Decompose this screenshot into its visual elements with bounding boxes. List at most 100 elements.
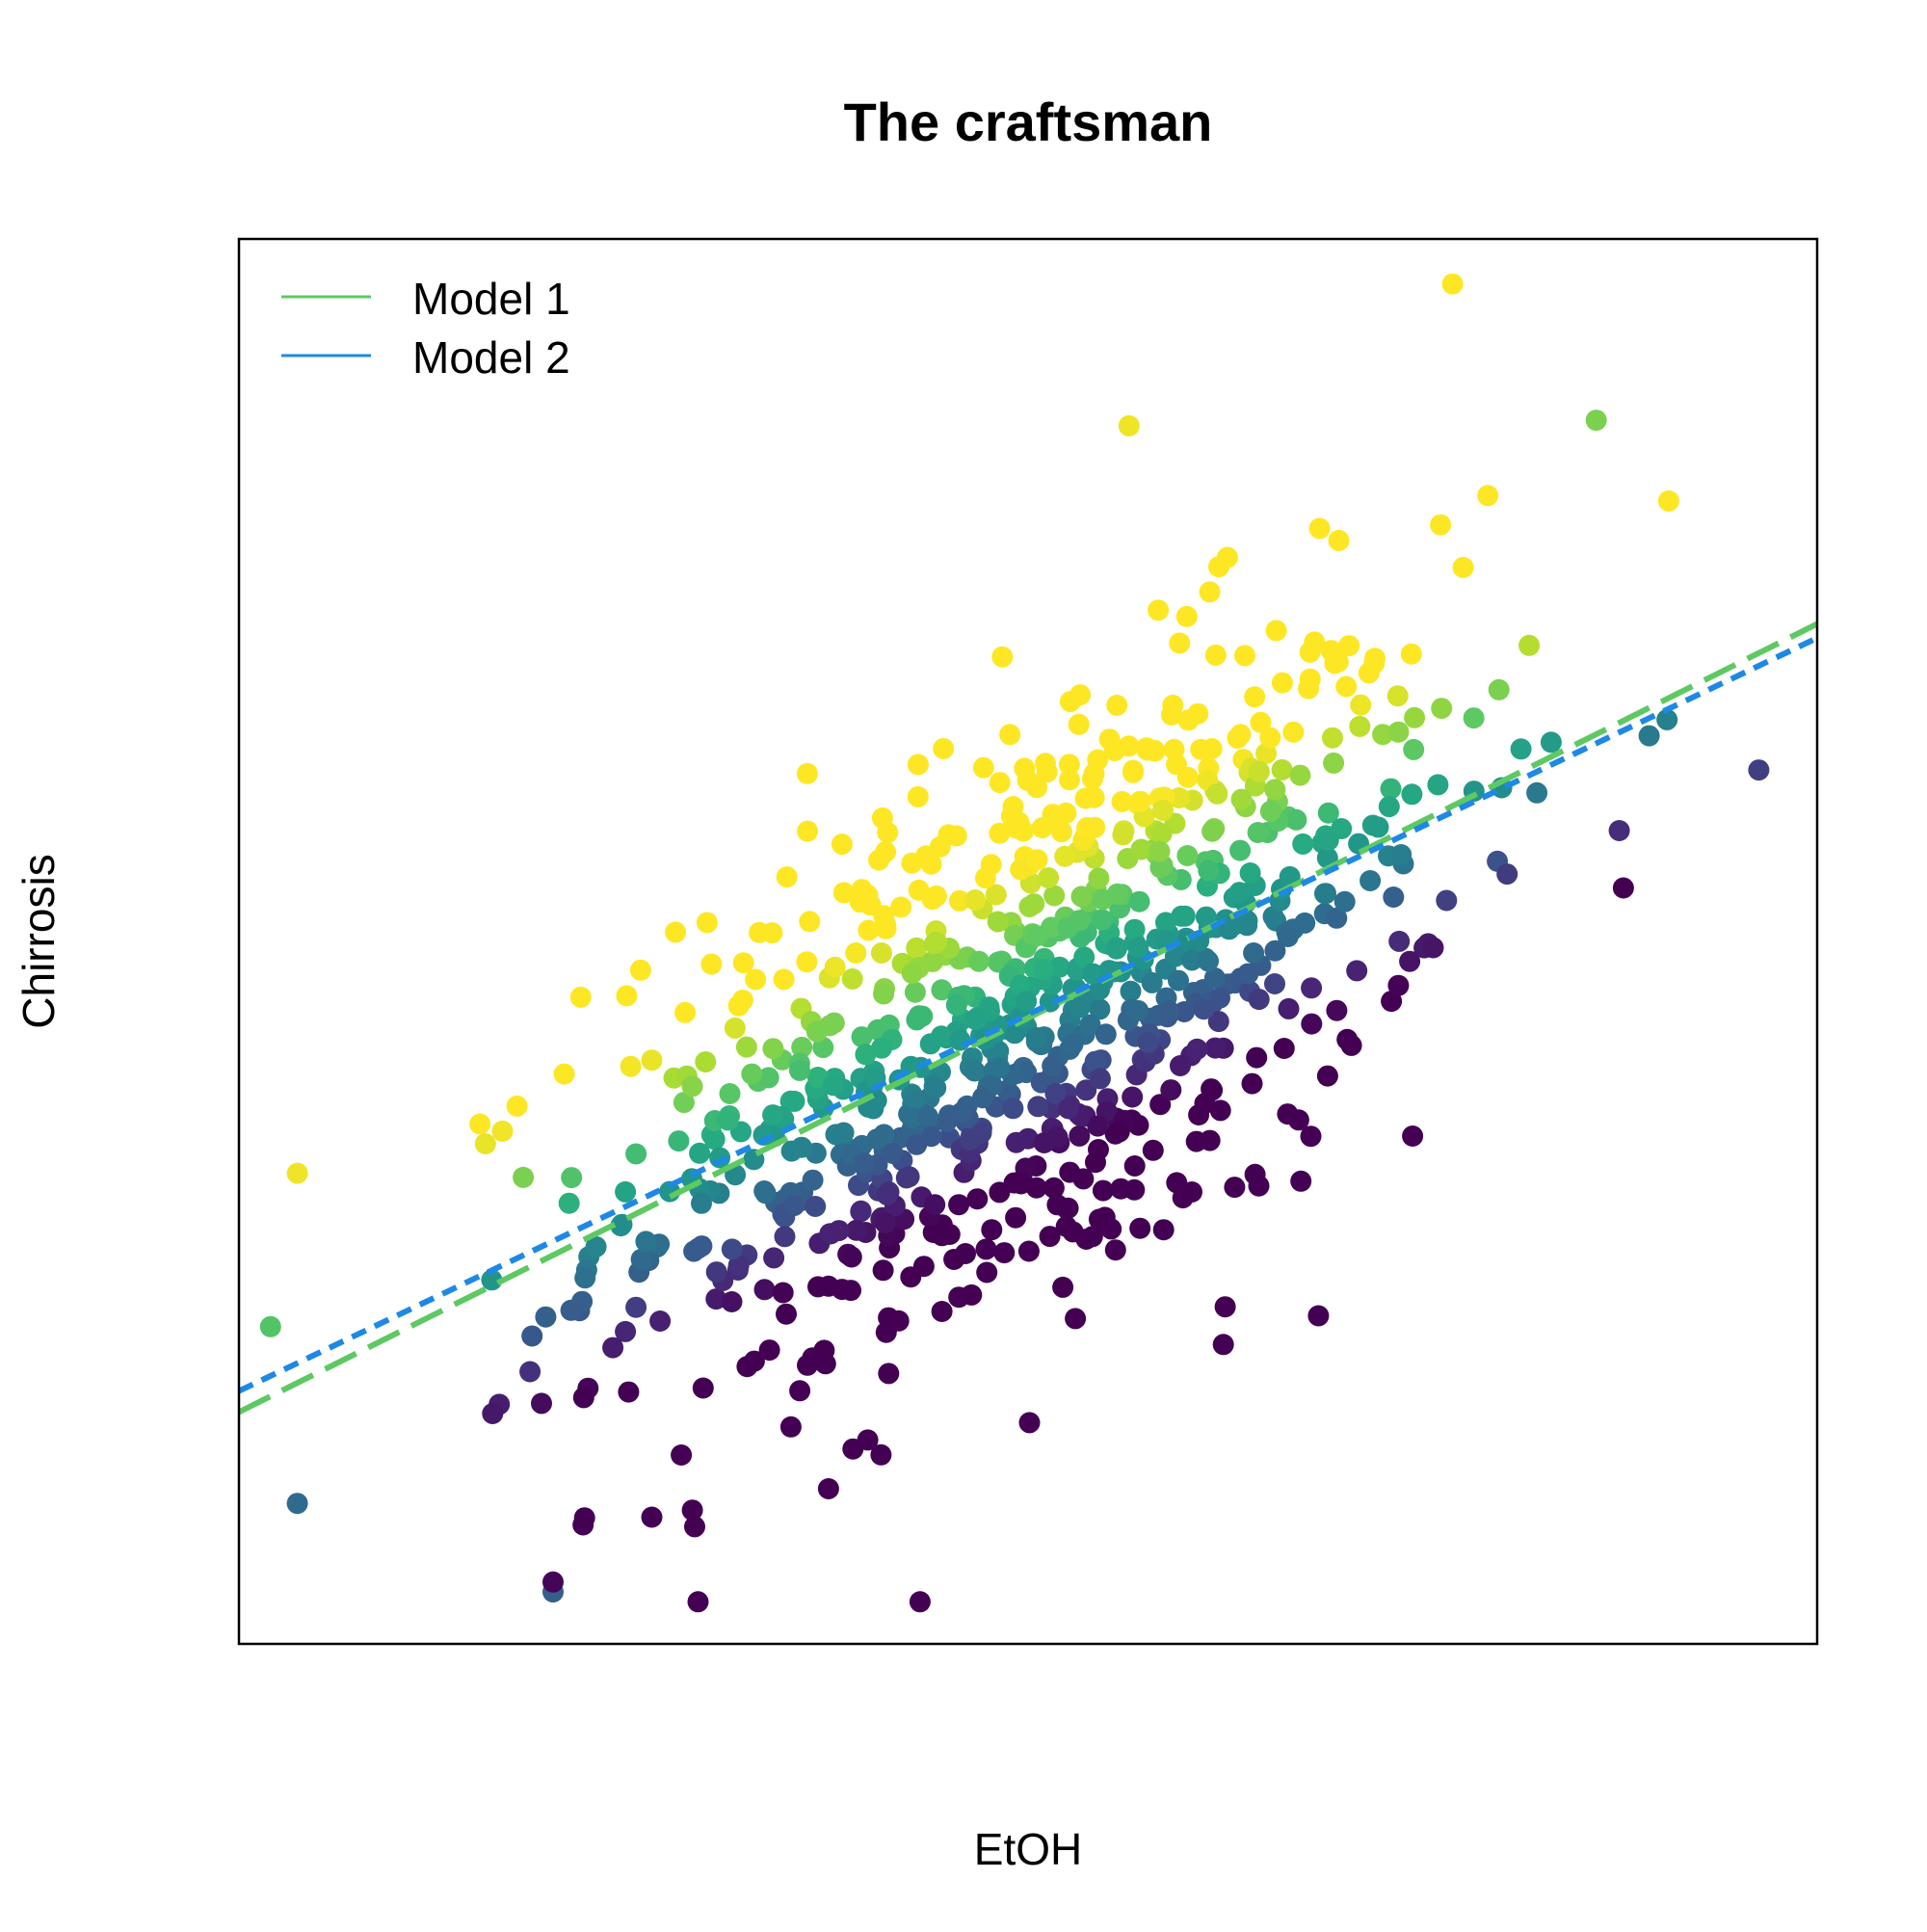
- data-point: [805, 1196, 827, 1217]
- data-point: [1322, 727, 1343, 749]
- data-point: [735, 1036, 757, 1058]
- data-point: [1203, 967, 1226, 989]
- data-point: [966, 1188, 989, 1210]
- data-point: [1152, 799, 1174, 821]
- data-point: [1150, 823, 1173, 845]
- data-point: [783, 1090, 805, 1112]
- data-point: [1112, 824, 1134, 846]
- data-point: [890, 896, 912, 918]
- data-point: [1026, 925, 1048, 947]
- data-point: [531, 1392, 552, 1415]
- data-point: [625, 1143, 647, 1165]
- data-point: [1076, 817, 1098, 838]
- data-point: [1271, 672, 1293, 694]
- data-point: [901, 963, 923, 984]
- data-point: [1335, 675, 1358, 698]
- data-point: [1010, 1173, 1032, 1195]
- data-point: [799, 911, 821, 933]
- data-point: [1039, 1226, 1061, 1248]
- data-point: [1176, 845, 1199, 866]
- data-point: [904, 1089, 926, 1111]
- data-point: [1195, 906, 1217, 928]
- data-point: [1380, 778, 1402, 800]
- data-point: [851, 879, 873, 901]
- data-point: [1388, 930, 1411, 952]
- data-point: [1300, 1125, 1322, 1148]
- data-point: [1044, 1082, 1067, 1104]
- data-point: [1285, 808, 1307, 831]
- data-point: [1612, 877, 1634, 899]
- data-point: [691, 1192, 712, 1214]
- data-point: [1025, 1026, 1047, 1048]
- data-point: [796, 762, 818, 784]
- data-point: [1216, 546, 1238, 569]
- data-point: [671, 1444, 693, 1466]
- data-point: [1326, 907, 1348, 929]
- data-point: [854, 1152, 875, 1174]
- data-point: [972, 1087, 993, 1109]
- data-point: [727, 1255, 750, 1277]
- data-point: [976, 1261, 998, 1284]
- data-point: [1166, 1172, 1188, 1194]
- data-point: [1510, 738, 1532, 760]
- data-point: [1057, 1197, 1079, 1219]
- data-point: [1243, 942, 1265, 964]
- data-point: [845, 1219, 867, 1241]
- model-2-line: [237, 635, 1819, 1394]
- data-point: [1057, 917, 1079, 939]
- data-point: [1122, 1086, 1144, 1108]
- data-point: [1111, 790, 1133, 812]
- data-point: [1477, 485, 1499, 507]
- data-point: [1401, 783, 1423, 806]
- data-point: [1287, 1109, 1309, 1131]
- data-point: [681, 1499, 703, 1522]
- data-point: [761, 922, 783, 944]
- data-point: [1608, 820, 1630, 841]
- data-point: [1241, 1072, 1263, 1095]
- data-point: [1043, 1177, 1065, 1199]
- data-point: [1089, 1068, 1111, 1090]
- data-point: [506, 1095, 528, 1117]
- data-point: [1229, 839, 1252, 861]
- data-point: [1026, 849, 1048, 871]
- data-point: [1290, 1170, 1312, 1192]
- data-point: [719, 1083, 741, 1104]
- data-point: [967, 950, 990, 972]
- data-point: [1059, 691, 1081, 713]
- data-point: [1137, 1031, 1159, 1053]
- data-point: [1062, 1033, 1084, 1055]
- data-point: [1017, 1240, 1040, 1262]
- data-point: [931, 1225, 953, 1247]
- data-point: [1386, 685, 1409, 707]
- data-point: [1277, 926, 1299, 947]
- data-point: [780, 1140, 803, 1162]
- data-point: [286, 1162, 308, 1184]
- data-point: [1237, 963, 1259, 985]
- data-point: [1657, 490, 1679, 512]
- data-point: [908, 879, 930, 901]
- data-point: [521, 1325, 543, 1347]
- data-point: [1387, 974, 1410, 996]
- data-point: [945, 994, 967, 1016]
- data-point: [1092, 909, 1113, 931]
- data-point: [700, 953, 723, 975]
- data-point: [831, 834, 853, 856]
- data-point: [1130, 838, 1152, 860]
- data-point: [1214, 1296, 1236, 1318]
- data-point: [616, 985, 638, 1007]
- data-point: [1488, 678, 1510, 701]
- data-point: [1427, 774, 1449, 796]
- data-point: [964, 889, 987, 911]
- data-point: [1239, 862, 1261, 884]
- data-point: [741, 1063, 763, 1085]
- data-point: [641, 1049, 663, 1072]
- data-point: [915, 845, 937, 867]
- data-point: [1088, 1208, 1110, 1231]
- data-point: [1271, 758, 1293, 781]
- data-point: [674, 1001, 697, 1023]
- data-point: [1289, 764, 1311, 786]
- data-point: [1204, 644, 1227, 666]
- data-point: [1069, 1125, 1091, 1147]
- data-point: [259, 1315, 281, 1337]
- data-point: [1209, 987, 1230, 1009]
